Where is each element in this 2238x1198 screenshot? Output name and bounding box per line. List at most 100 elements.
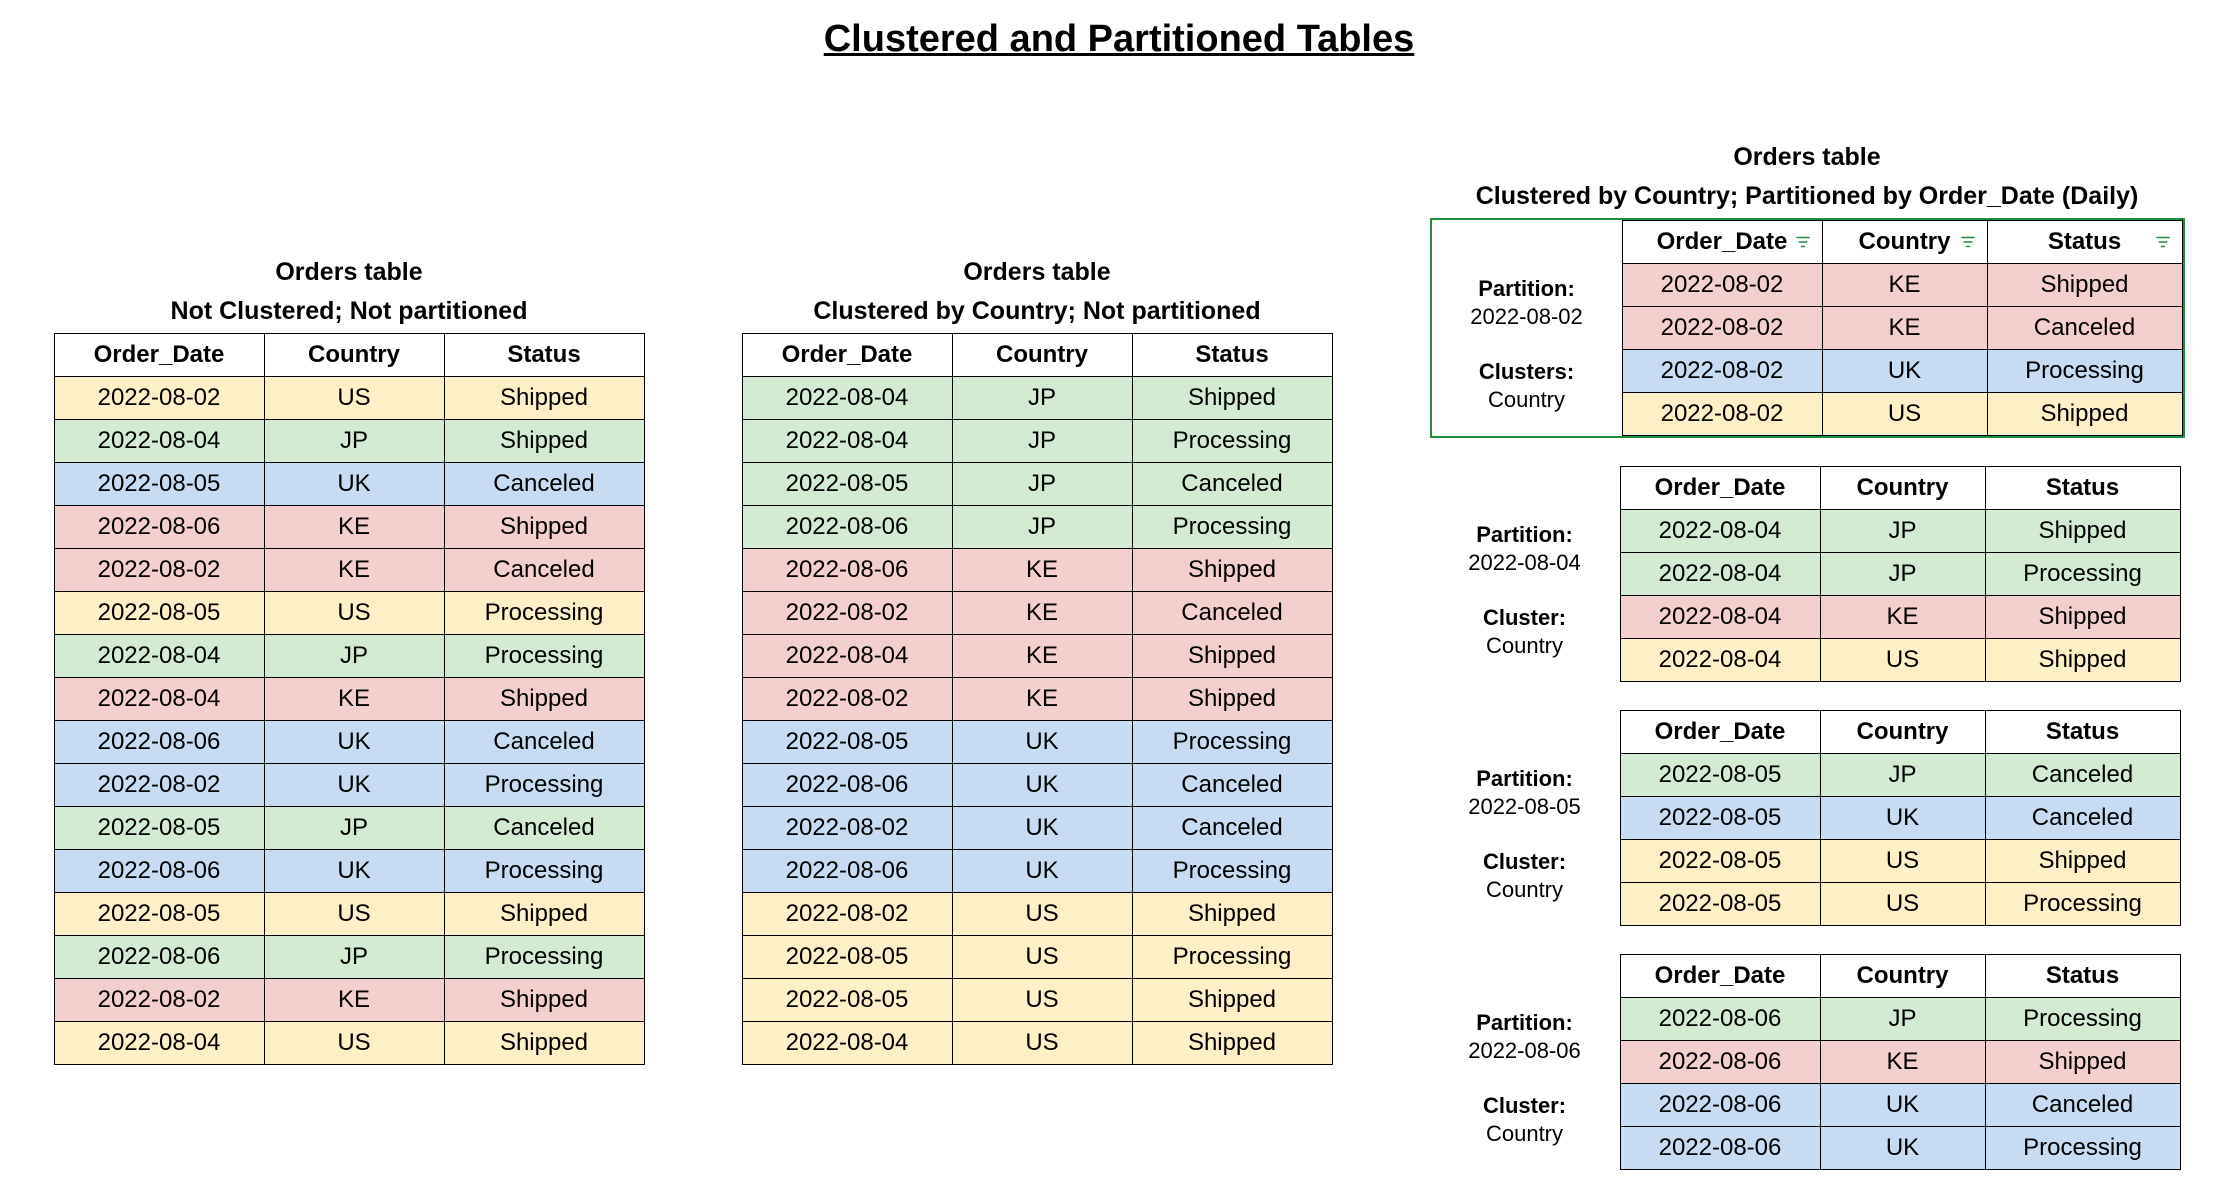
table-row: 2022-08-02KECanceled [54,549,644,592]
table-cell: 2022-08-02 [742,678,952,721]
column-header: Order_Date [54,334,264,377]
table-cell: US [952,979,1132,1022]
table-cell: KE [952,549,1132,592]
table-cell: UK [1820,1084,1985,1127]
table-row: 2022-08-02UKCanceled [742,807,1332,850]
column-header: Order_Date [1620,467,1820,510]
partition-table: Order_DateCountryStatus2022-08-05JPCance… [1620,710,2181,926]
table-row: 2022-08-06UKProcessing [54,850,644,893]
table-cell: 2022-08-05 [1620,754,1820,797]
table-cell: Processing [1132,721,1332,764]
table-cell: 2022-08-04 [1620,639,1820,682]
partition-label: Partition: [1440,275,1614,303]
table-row: 2022-08-02USShipped [54,377,644,420]
table-row: 2022-08-02KEShipped [742,678,1332,721]
table-cell: Canceled [1987,307,2182,350]
partition-block: Partition:2022-08-06Cluster:CountryOrder… [1430,954,2185,1170]
table-cell: UK [952,807,1132,850]
partition-table: Order_Date Country Status 2022-08-02KESh… [1622,220,2183,436]
table-cell: Canceled [444,721,644,764]
table-cell: 2022-08-06 [1620,1041,1820,1084]
partition-value: 2022-08-02 [1440,303,1614,331]
left-title: Orders table [275,256,422,289]
table-cell: JP [264,936,444,979]
table-header-row: Order_DateCountryStatus [1620,955,2180,998]
table-row: 2022-08-02KEShipped [54,979,644,1022]
partition-block: Partition:2022-08-02Clusters:CountryOrde… [1430,218,2185,438]
table-cell: Shipped [444,420,644,463]
table-cell: JP [952,506,1132,549]
table-cell: KE [1822,307,1987,350]
table-cell: Processing [1985,553,2180,596]
table-cell: UK [1820,1127,1985,1170]
table-row: 2022-08-04USShipped [1620,639,2180,682]
table-cell: Shipped [1132,549,1332,592]
table-row: 2022-08-04JPProcessing [1620,553,2180,596]
table-cell: JP [1820,998,1985,1041]
cluster-value: Country [1440,386,1614,414]
table-cell: Processing [1985,1127,2180,1170]
table-cell: Shipped [444,506,644,549]
table-cell: US [952,936,1132,979]
table-cell: JP [952,463,1132,506]
table-cell: 2022-08-02 [1622,307,1822,350]
table-cell: 2022-08-06 [1620,1084,1820,1127]
table-cell: 2022-08-02 [54,549,264,592]
table-cell: 2022-08-04 [54,420,264,463]
filter-icon [1794,233,1812,251]
table-cell: 2022-08-04 [54,678,264,721]
table-row: 2022-08-06KEShipped [742,549,1332,592]
left-subtitle: Not Clustered; Not partitioned [171,295,528,328]
table-cell: Processing [1132,506,1332,549]
column-header: Status [1985,711,2180,754]
table-row: 2022-08-06UKCanceled [54,721,644,764]
table-cell: Shipped [1987,264,2182,307]
table-cell: 2022-08-02 [54,377,264,420]
middle-title: Orders table [963,256,1110,289]
table-cell: Shipped [1132,678,1332,721]
table-cell: Processing [444,936,644,979]
middle-section: Orders table Clustered by Country; Not p… [742,256,1333,1065]
table-header-row: Order_DateCountryStatus [54,334,644,377]
table-cell: US [952,893,1132,936]
table-cell: 2022-08-04 [1620,510,1820,553]
table-cell: 2022-08-04 [54,635,264,678]
table-row: 2022-08-04JPShipped [742,377,1332,420]
table-cell: Processing [444,764,644,807]
table-cell: Shipped [1985,596,2180,639]
table-cell: 2022-08-02 [1622,350,1822,393]
table-row: 2022-08-05USProcessing [54,592,644,635]
table-cell: US [264,592,444,635]
table-cell: UK [264,850,444,893]
column-header: Status [1987,221,2182,264]
table-cell: 2022-08-06 [1620,1127,1820,1170]
partition-value: 2022-08-06 [1438,1037,1612,1065]
table-cell: UK [952,764,1132,807]
table-cell: JP [952,377,1132,420]
table-cell: 2022-08-06 [742,506,952,549]
table-row: 2022-08-05USShipped [742,979,1332,1022]
table-cell: Shipped [1132,1022,1332,1065]
table-row: 2022-08-04USShipped [742,1022,1332,1065]
table-cell: US [1820,639,1985,682]
table-cell: Processing [1132,936,1332,979]
filter-icon [1959,233,1977,251]
table-cell: Shipped [1132,893,1332,936]
cluster-value: Country [1438,632,1612,660]
table-row: 2022-08-05JPCanceled [1620,754,2180,797]
table-cell: Canceled [1985,797,2180,840]
right-section: Orders table Clustered by Country; Parti… [1430,141,2185,1198]
table-cell: US [264,1022,444,1065]
partition-label: Partition: [1438,521,1612,549]
table-cell: 2022-08-04 [1620,553,1820,596]
table-row: 2022-08-05USProcessing [1620,883,2180,926]
table-cell: Processing [444,635,644,678]
column-header: Country [1820,711,1985,754]
partition-table: Order_DateCountryStatus2022-08-06JPProce… [1620,954,2181,1170]
table-row: 2022-08-06JPProcessing [1620,998,2180,1041]
table-row: 2022-08-04JPProcessing [54,635,644,678]
table-cell: Shipped [444,1022,644,1065]
layout-container: Orders table Not Clustered; Not partitio… [0,61,2238,1198]
table-row: 2022-08-06KEShipped [54,506,644,549]
table-cell: 2022-08-06 [54,506,264,549]
